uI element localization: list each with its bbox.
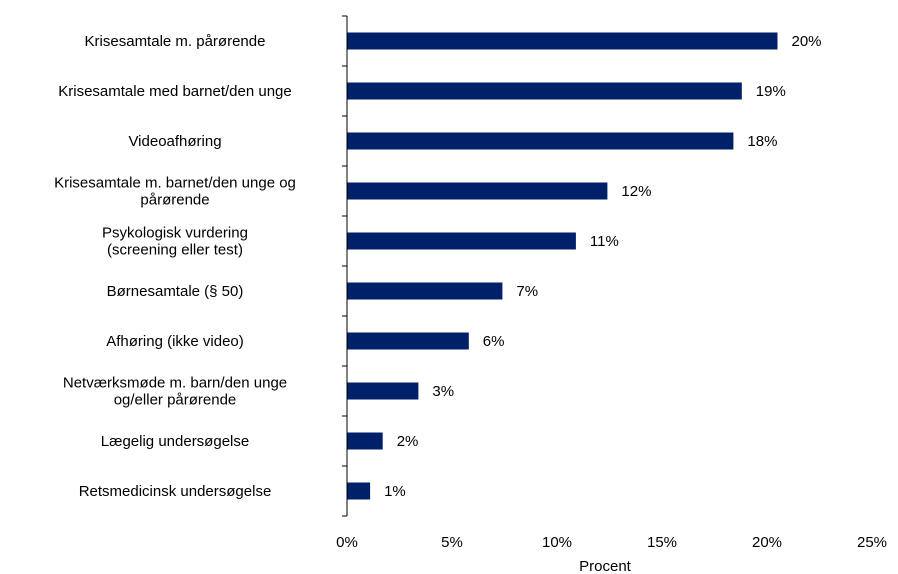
x-tick-label: 25% (857, 534, 887, 551)
category-label: Afhøring (ikke video) (106, 333, 244, 350)
category-label: Retsmedicinsk undersøgelse (79, 483, 272, 500)
bar (347, 332, 469, 350)
bar (347, 432, 383, 450)
bar (347, 132, 734, 150)
data-label: 11% (590, 233, 619, 250)
category-label-line: Retsmedicinsk undersøgelse (79, 483, 272, 500)
category-labels: Krisesamtale m. pårørende Krisesamtale me… (54, 33, 296, 500)
data-label: 2% (397, 433, 419, 450)
x-tick-label: 15% (647, 534, 677, 551)
x-axis-title: Procent (579, 558, 632, 574)
category-label-line: Børnesamtale (§ 50) (107, 283, 244, 300)
bar (347, 32, 778, 50)
category-label-line: Netværksmøde m. barn/den unge (63, 375, 287, 392)
data-label: 6% (483, 333, 505, 350)
category-label-line: Krisesamtale m. barnet/den unge og (54, 175, 296, 192)
category-label: Videoafhøring (128, 133, 221, 150)
category-label: Lægelig undersøgelse (101, 433, 249, 450)
data-label: 20% (792, 33, 822, 50)
category-label: Krisesamtale m. barnet/den unge og pårøre… (54, 175, 296, 209)
category-label-line: Afhøring (ikke video) (106, 333, 244, 350)
data-label: 19% (756, 83, 786, 100)
data-label: 3% (432, 383, 454, 400)
category-label: Psykologisk vurdering (screening eller te… (102, 225, 248, 259)
x-tick-label: 0% (336, 534, 358, 551)
x-tick-label: 10% (542, 534, 572, 551)
category-label: Børnesamtale (§ 50) (107, 283, 244, 300)
x-tick-label: 5% (441, 534, 463, 551)
bar (347, 232, 576, 250)
bar (347, 482, 371, 500)
category-label-line: Krisesamtale m. pårørende (85, 33, 266, 50)
category-label-line: Videoafhøring (128, 133, 221, 150)
bar (347, 382, 419, 400)
category-label-line: Psykologisk vurdering (102, 225, 248, 242)
data-label: 7% (516, 283, 538, 300)
category-label: Krisesamtale med barnet/den unge (58, 83, 291, 100)
bar (347, 182, 608, 200)
category-label-line: pårørende (140, 192, 209, 209)
data-label: 18% (747, 133, 777, 150)
category-label-line: Lægelig undersøgelse (101, 433, 249, 450)
data-label: 12% (621, 183, 651, 200)
category-label-line: (screening eller test) (107, 242, 243, 259)
bars (347, 32, 778, 500)
bar (347, 82, 742, 100)
axes: 0% 5% 10% 15% 20% 25% (336, 15, 887, 551)
data-label: 1% (384, 483, 406, 500)
category-label-line: Krisesamtale med barnet/den unge (58, 83, 291, 100)
category-label-line: og/eller pårørende (114, 392, 237, 409)
data-labels: 20% 19% 18% 12% 11% 7% 6% 3% 2% 1% (384, 33, 821, 500)
x-tick-label: 20% (752, 534, 782, 551)
category-label: Netværksmøde m. barn/den unge og/eller på… (63, 375, 287, 409)
bar (347, 282, 503, 300)
category-label: Krisesamtale m. pårørende (85, 33, 266, 50)
